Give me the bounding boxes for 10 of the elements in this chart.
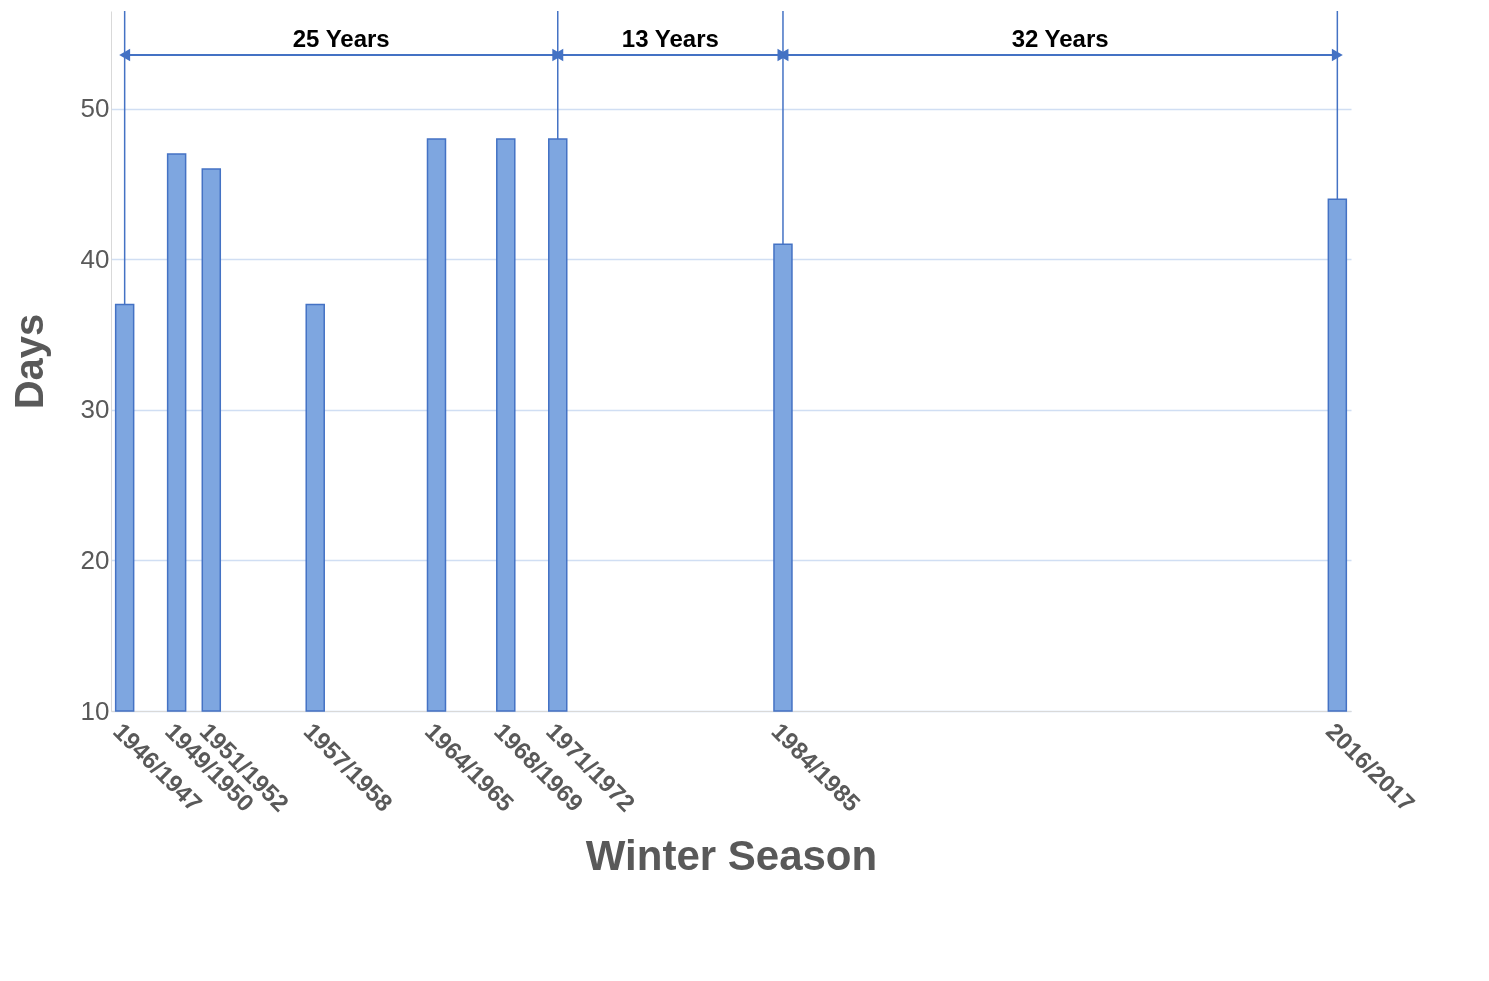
y-tick-label: 10 — [80, 695, 110, 726]
y-tick-label: 50 — [80, 93, 110, 124]
y-tick-label: 40 — [80, 243, 110, 274]
annotation: 13 Years — [621, 25, 719, 52]
annotation: 25 Years — [292, 25, 390, 52]
x-axis-title: Winter Season — [585, 831, 878, 879]
annotation: 32 Years — [1011, 25, 1109, 52]
y-axis-title: Days — [6, 313, 51, 410]
y-tick-label: 30 — [80, 394, 110, 425]
y-tick-label: 20 — [80, 544, 110, 575]
